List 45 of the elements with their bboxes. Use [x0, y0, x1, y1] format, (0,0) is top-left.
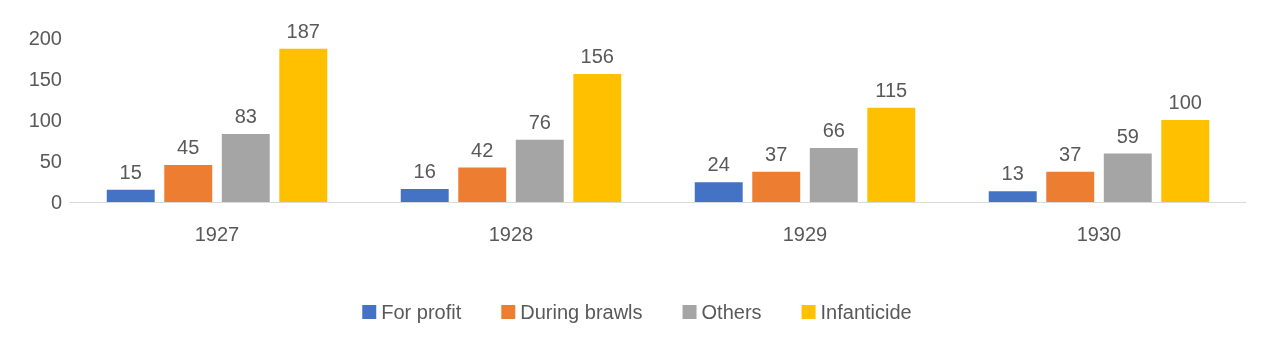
x-tick-label: 1928 — [488, 223, 534, 245]
bar — [988, 191, 1037, 202]
data-label: 115 — [875, 78, 908, 101]
legend-label: Others — [701, 301, 762, 323]
x-tick-label: 1930 — [1076, 223, 1122, 245]
data-label: 37 — [765, 142, 788, 165]
y-tick-label: 100 — [28, 109, 62, 131]
data-label: 45 — [177, 136, 200, 159]
bar — [867, 107, 916, 202]
bar — [106, 189, 155, 202]
bar — [221, 133, 270, 202]
data-label: 37 — [1059, 142, 1082, 165]
data-label: 76 — [528, 110, 551, 133]
x-tick-label: 1929 — [782, 223, 828, 245]
data-label: 13 — [1001, 162, 1024, 185]
y-tick-label: 0 — [50, 191, 62, 213]
data-label: 100 — [1168, 91, 1202, 113]
legend-label: Infanticide — [820, 301, 912, 323]
bar — [1161, 120, 1210, 202]
data-label: 156 — [580, 45, 614, 68]
legend-label: For profit — [381, 301, 462, 323]
data-label: 16 — [413, 159, 436, 182]
x-tick-label: 1927 — [194, 223, 240, 245]
data-label: 59 — [1116, 124, 1139, 147]
bar — [515, 139, 564, 202]
data-label: 66 — [822, 118, 845, 141]
bar — [694, 182, 743, 202]
y-tick-label: 50 — [39, 150, 62, 172]
data-label: 15 — [119, 160, 142, 183]
y-tick-label: 200 — [28, 27, 62, 49]
data-label: 42 — [471, 138, 494, 161]
bar — [164, 165, 213, 202]
bar — [458, 167, 507, 202]
bar — [400, 188, 449, 202]
bar — [1046, 171, 1095, 202]
data-label: 83 — [234, 104, 257, 127]
bar — [573, 74, 622, 202]
bar — [809, 147, 858, 202]
data-label: 24 — [707, 153, 730, 176]
bar — [752, 171, 801, 202]
data-label: 187 — [286, 19, 320, 42]
bar — [1103, 153, 1152, 202]
bar — [279, 48, 328, 202]
legend-label: During brawls — [520, 301, 643, 323]
y-tick-label: 150 — [28, 68, 62, 90]
